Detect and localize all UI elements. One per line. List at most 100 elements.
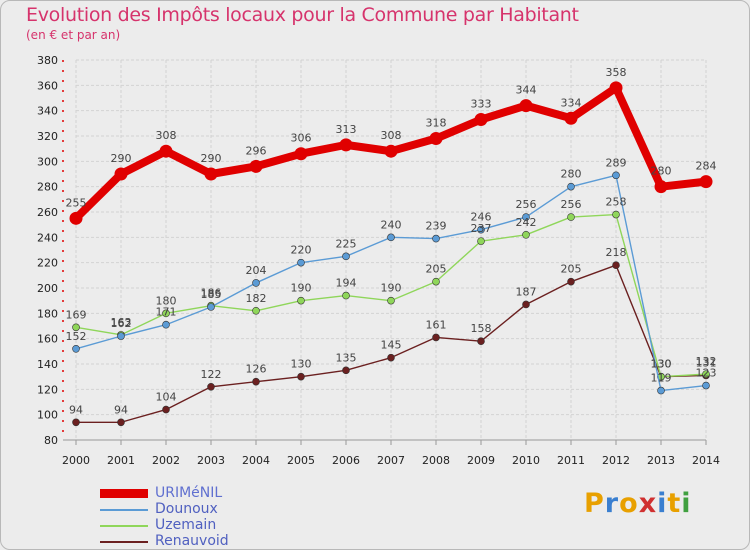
- data-label-uriménil: 280: [651, 165, 672, 178]
- point-uzemain: [297, 296, 305, 305]
- data-label-uriménil: 255: [66, 196, 87, 209]
- data-label-renauvoid: 94: [69, 403, 83, 416]
- data-label-uzemain: 186: [201, 287, 222, 300]
- series-lines: [69, 81, 713, 427]
- x-tick-label: 2002: [152, 454, 180, 467]
- data-label-renauvoid: 158: [471, 322, 492, 335]
- point-renauvoid: [612, 261, 620, 270]
- data-label-uriménil: 308: [381, 129, 402, 142]
- data-label-uzemain: 169: [66, 308, 87, 321]
- logo-letter: i: [681, 488, 692, 519]
- data-label-renauvoid: 126: [246, 363, 267, 376]
- data-label-uriménil: 308: [156, 129, 177, 142]
- data-label-dounoux: 246: [471, 211, 492, 224]
- point-dounoux: [72, 344, 80, 353]
- point-dounoux: [387, 233, 395, 242]
- data-label-renauvoid: 130: [651, 358, 672, 371]
- y-tick-label: 160: [37, 333, 58, 346]
- point-uriménil: [114, 167, 128, 181]
- point-uzemain: [252, 306, 260, 315]
- legend-label: Dounoux: [155, 501, 218, 517]
- data-label-uriménil: 358: [606, 66, 627, 79]
- grid: [75, 59, 707, 441]
- chart-subtitle: (en € et par an): [26, 28, 121, 42]
- legend-label: URIMéNIL: [155, 485, 223, 501]
- point-dounoux: [522, 213, 530, 221]
- point-uzemain: [342, 291, 350, 300]
- data-label-renauvoid: 161: [426, 318, 447, 331]
- x-tick-label: 2009: [467, 454, 495, 467]
- y-tick-label: 200: [37, 282, 58, 295]
- point-uzemain: [432, 277, 440, 286]
- data-label-uriménil: 334: [561, 96, 582, 109]
- data-label-renauvoid: 135: [336, 351, 357, 364]
- data-label-uzemain: 242: [516, 216, 537, 229]
- data-label-renauvoid: 104: [156, 391, 177, 404]
- data-label-uzemain: 205: [426, 263, 447, 276]
- y-tick-label: 260: [37, 206, 58, 219]
- data-label-renauvoid: 187: [516, 285, 537, 298]
- data-label-dounoux: 162: [111, 317, 132, 330]
- point-uriménil: [339, 138, 353, 152]
- data-label-dounoux: 225: [336, 237, 357, 250]
- point-uriménil: [564, 111, 578, 125]
- data-label-uzemain: 163: [111, 316, 132, 329]
- data-label-uriménil: 284: [696, 160, 717, 173]
- data-label-uriménil: 313: [336, 123, 357, 136]
- data-label-dounoux: 152: [66, 330, 87, 343]
- point-uzemain: [612, 210, 620, 219]
- data-label-dounoux: 185: [201, 288, 222, 301]
- point-dounoux: [477, 225, 485, 234]
- point-uriménil: [429, 132, 443, 146]
- y-tick-label: 320: [37, 130, 58, 143]
- data-label-uzemain: 258: [606, 196, 627, 209]
- point-dounoux: [432, 234, 440, 243]
- data-label-dounoux: 289: [606, 156, 627, 169]
- data-label-dounoux: 123: [696, 367, 717, 380]
- point-uzemain: [702, 370, 710, 378]
- data-label-uriménil: 290: [201, 152, 222, 165]
- y-tick-label: 140: [37, 358, 58, 371]
- point-renauvoid: [117, 418, 125, 427]
- data-label-uzemain: 132: [696, 355, 717, 368]
- point-uzemain: [477, 237, 485, 245]
- logo-letter: i: [657, 488, 668, 519]
- point-uriménil: [294, 147, 308, 161]
- y-tick-label: 180: [37, 307, 58, 320]
- logo-letter: P: [584, 488, 605, 519]
- data-label-renauvoid: 145: [381, 339, 402, 352]
- point-uriménil: [69, 211, 83, 225]
- point-renauvoid: [252, 377, 260, 386]
- x-tick-label: 2012: [602, 454, 630, 467]
- point-renauvoid: [522, 300, 530, 309]
- point-uriménil: [384, 144, 398, 158]
- point-dounoux: [297, 258, 305, 267]
- data-label-renauvoid: 130: [291, 358, 312, 371]
- point-renauvoid: [477, 337, 485, 346]
- data-label-dounoux: 239: [426, 220, 447, 233]
- point-renauvoid: [432, 333, 440, 342]
- logo-letter: r: [604, 488, 620, 519]
- data-label-uriménil: 290: [111, 152, 132, 165]
- data-label-dounoux: 119: [651, 372, 672, 385]
- data-label-dounoux: 220: [291, 244, 312, 257]
- data-label-uzemain: 182: [246, 292, 267, 305]
- point-dounoux: [252, 279, 260, 287]
- data-label-uzemain: 190: [381, 282, 402, 295]
- point-renauvoid: [567, 277, 575, 286]
- y-tick-label: 100: [37, 409, 58, 422]
- proxiti-logo: Proxiti: [584, 488, 692, 519]
- data-label-renauvoid: 205: [561, 263, 582, 276]
- legend-swatch: [100, 509, 148, 511]
- x-tick-label: 2005: [287, 454, 315, 467]
- point-dounoux: [342, 252, 350, 261]
- point-uzemain: [72, 323, 80, 332]
- x-tick-label: 2007: [377, 454, 405, 467]
- logo-letter: o: [619, 488, 639, 519]
- x-tick-label: 2013: [647, 454, 675, 467]
- point-uriménil: [474, 113, 488, 127]
- data-label-dounoux: 240: [381, 218, 402, 231]
- data-label-renauvoid: 94: [114, 403, 128, 416]
- point-dounoux: [162, 320, 170, 329]
- point-uriménil: [609, 81, 623, 95]
